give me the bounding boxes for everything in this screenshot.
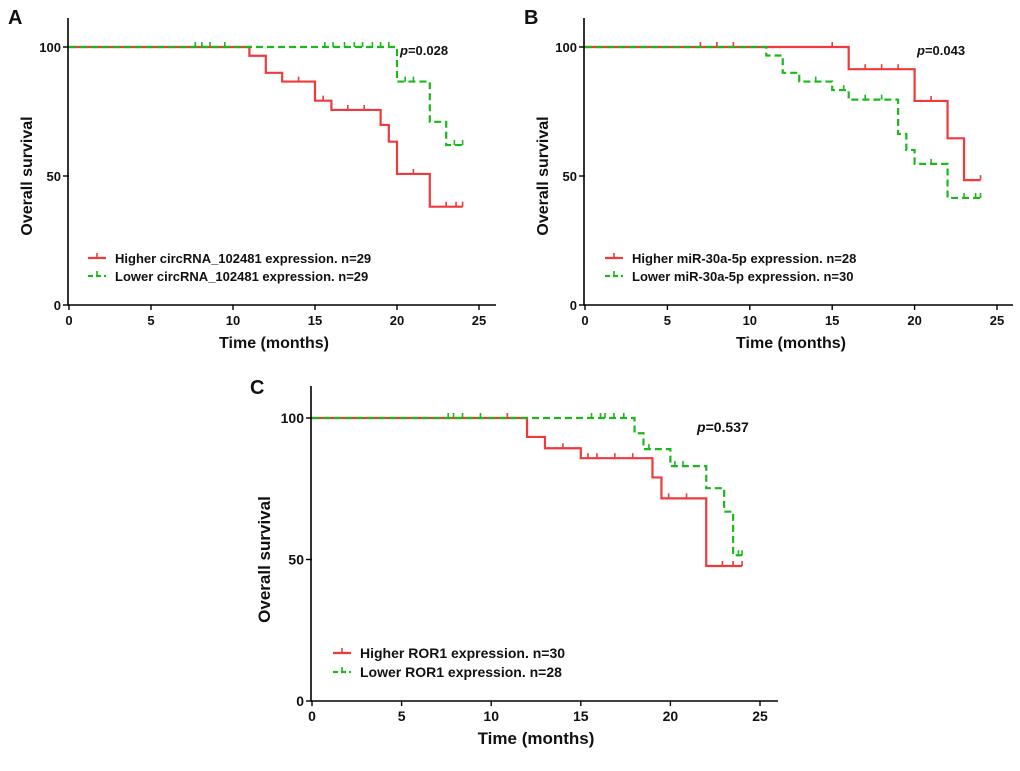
x-axis-label: Time (months) xyxy=(219,335,329,352)
survival-curve xyxy=(69,45,463,208)
survival-curve xyxy=(312,416,743,557)
y-tick-label: 100 xyxy=(281,410,305,426)
panel-label: B xyxy=(524,7,538,29)
survival-curve xyxy=(585,45,981,182)
x-tick-label: 25 xyxy=(472,313,486,328)
x-tick-label: 20 xyxy=(390,313,404,328)
y-tick-label: 0 xyxy=(570,298,577,313)
series-lower xyxy=(585,45,982,200)
x-tick-label: 5 xyxy=(147,313,154,328)
legend-entry: Lower ROR1 expression. n=28 xyxy=(333,664,562,680)
y-axis-label: Overall survival xyxy=(535,116,552,235)
y-tick-label: 0 xyxy=(296,693,304,709)
series-higher xyxy=(312,413,743,568)
legend-entry: Lower circRNA_102481 expression. n=29 xyxy=(88,269,368,284)
survival-curve xyxy=(585,45,981,200)
survival-curve xyxy=(69,45,463,147)
legend-label: Lower circRNA_102481 expression. n=29 xyxy=(115,269,368,284)
y-tick-label: 100 xyxy=(555,40,577,55)
panel-b: B 0 5 10 15 20 25 0 50 100 Time (months) Overall su… xyxy=(524,7,1013,352)
x-tick-label: 25 xyxy=(990,313,1004,328)
x-tick-label: 20 xyxy=(907,313,921,328)
y-tick-label: 50 xyxy=(563,169,577,184)
p-value-annotation: p=0.043 xyxy=(916,43,965,58)
legend-label: Lower ROR1 expression. n=28 xyxy=(360,664,562,680)
x-tick-label: 15 xyxy=(573,708,589,724)
series-higher xyxy=(585,42,982,182)
p-value-annotation: p=0.537 xyxy=(696,419,749,435)
survival-curve xyxy=(312,416,743,568)
y-tick-label: 0 xyxy=(54,298,61,313)
p-value-annotation: p=0.028 xyxy=(399,43,448,58)
x-tick-label: 10 xyxy=(226,313,240,328)
panel-label: A xyxy=(8,7,22,29)
legend-entry: Higher miR-30a-5p expression. n=28 xyxy=(605,251,856,266)
series-lower xyxy=(69,42,464,147)
x-tick-label: 0 xyxy=(308,708,316,724)
legend-label: Higher miR-30a-5p expression. n=28 xyxy=(632,251,856,266)
panel-a: A 0 5 10 15 20 25 0 50 100 Time (months) Overall su… xyxy=(8,7,496,352)
legend-entry: Lower miR-30a-5p expression. n=30 xyxy=(605,269,853,284)
y-tick-label: 100 xyxy=(39,40,61,55)
legend-label: Higher ROR1 expression. n=30 xyxy=(360,645,565,661)
panel-c: C 0 5 10 15 20 25 0 50 100 Time (months) Overall su… xyxy=(250,377,778,748)
y-axis-label: Overall survival xyxy=(19,116,36,235)
x-axis-label: Time (months) xyxy=(736,335,846,352)
x-tick-label: 0 xyxy=(581,313,588,328)
legend-entry: Higher ROR1 expression. n=30 xyxy=(333,645,565,661)
series-higher xyxy=(69,45,464,208)
x-tick-label: 20 xyxy=(663,708,679,724)
y-tick-label: 50 xyxy=(288,552,304,568)
x-axis-label: Time (months) xyxy=(478,729,595,748)
x-tick-label: 5 xyxy=(398,708,406,724)
y-axis-label: Overall survival xyxy=(255,496,274,623)
x-tick-label: 15 xyxy=(308,313,322,328)
legend-entry: Higher circRNA_102481 expression. n=29 xyxy=(88,251,371,266)
x-tick-label: 5 xyxy=(664,313,671,328)
x-tick-label: 10 xyxy=(743,313,757,328)
legend-label: Lower miR-30a-5p expression. n=30 xyxy=(632,269,853,284)
y-tick-label: 50 xyxy=(47,169,61,184)
x-tick-label: 10 xyxy=(483,708,499,724)
series-lower xyxy=(312,413,743,557)
x-tick-label: 15 xyxy=(825,313,839,328)
x-tick-label: 25 xyxy=(752,708,768,724)
legend-label: Higher circRNA_102481 expression. n=29 xyxy=(115,251,371,266)
x-tick-label: 0 xyxy=(65,313,72,328)
panel-label: C xyxy=(250,377,264,399)
